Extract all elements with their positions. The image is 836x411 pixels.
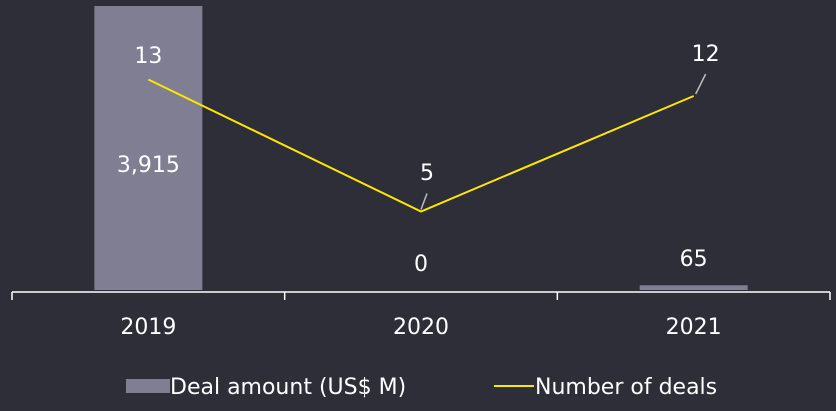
deals-line [147, 78, 695, 213]
line-label-2021: 12 [692, 42, 720, 67]
line-label-leaders [420, 73, 707, 210]
bar-label-2019: 3,915 [117, 153, 180, 178]
line-label-2020: 5 [420, 161, 434, 186]
leader-2021 [694, 73, 707, 95]
x-axis-ticks [11, 292, 831, 300]
legend-bar-label: Deal amount (US$ M) [170, 375, 406, 400]
legend-bar-swatch [126, 379, 170, 393]
line-label-2019: 13 [134, 44, 162, 69]
bar-2019 [94, 6, 203, 290]
bar-data-labels: 3,915 0 65 [117, 153, 708, 277]
bar-series [94, 6, 748, 290]
legend-line-label: Number of deals [535, 375, 717, 400]
leader-2020 [420, 193, 428, 210]
bar-2021 [639, 285, 748, 290]
bar-label-2020: 0 [414, 252, 428, 277]
x-tick-label-2020: 2020 [393, 315, 449, 340]
bar-label-2021: 65 [680, 247, 708, 272]
x-tick-label-2021: 2021 [666, 315, 722, 340]
legend: Deal amount (US$ M) Number of deals [126, 375, 717, 400]
x-axis-tick-labels: 2019 2020 2021 [120, 315, 721, 340]
x-tick-label-2019: 2019 [120, 315, 176, 340]
line-data-labels: 13 5 12 [134, 42, 719, 186]
